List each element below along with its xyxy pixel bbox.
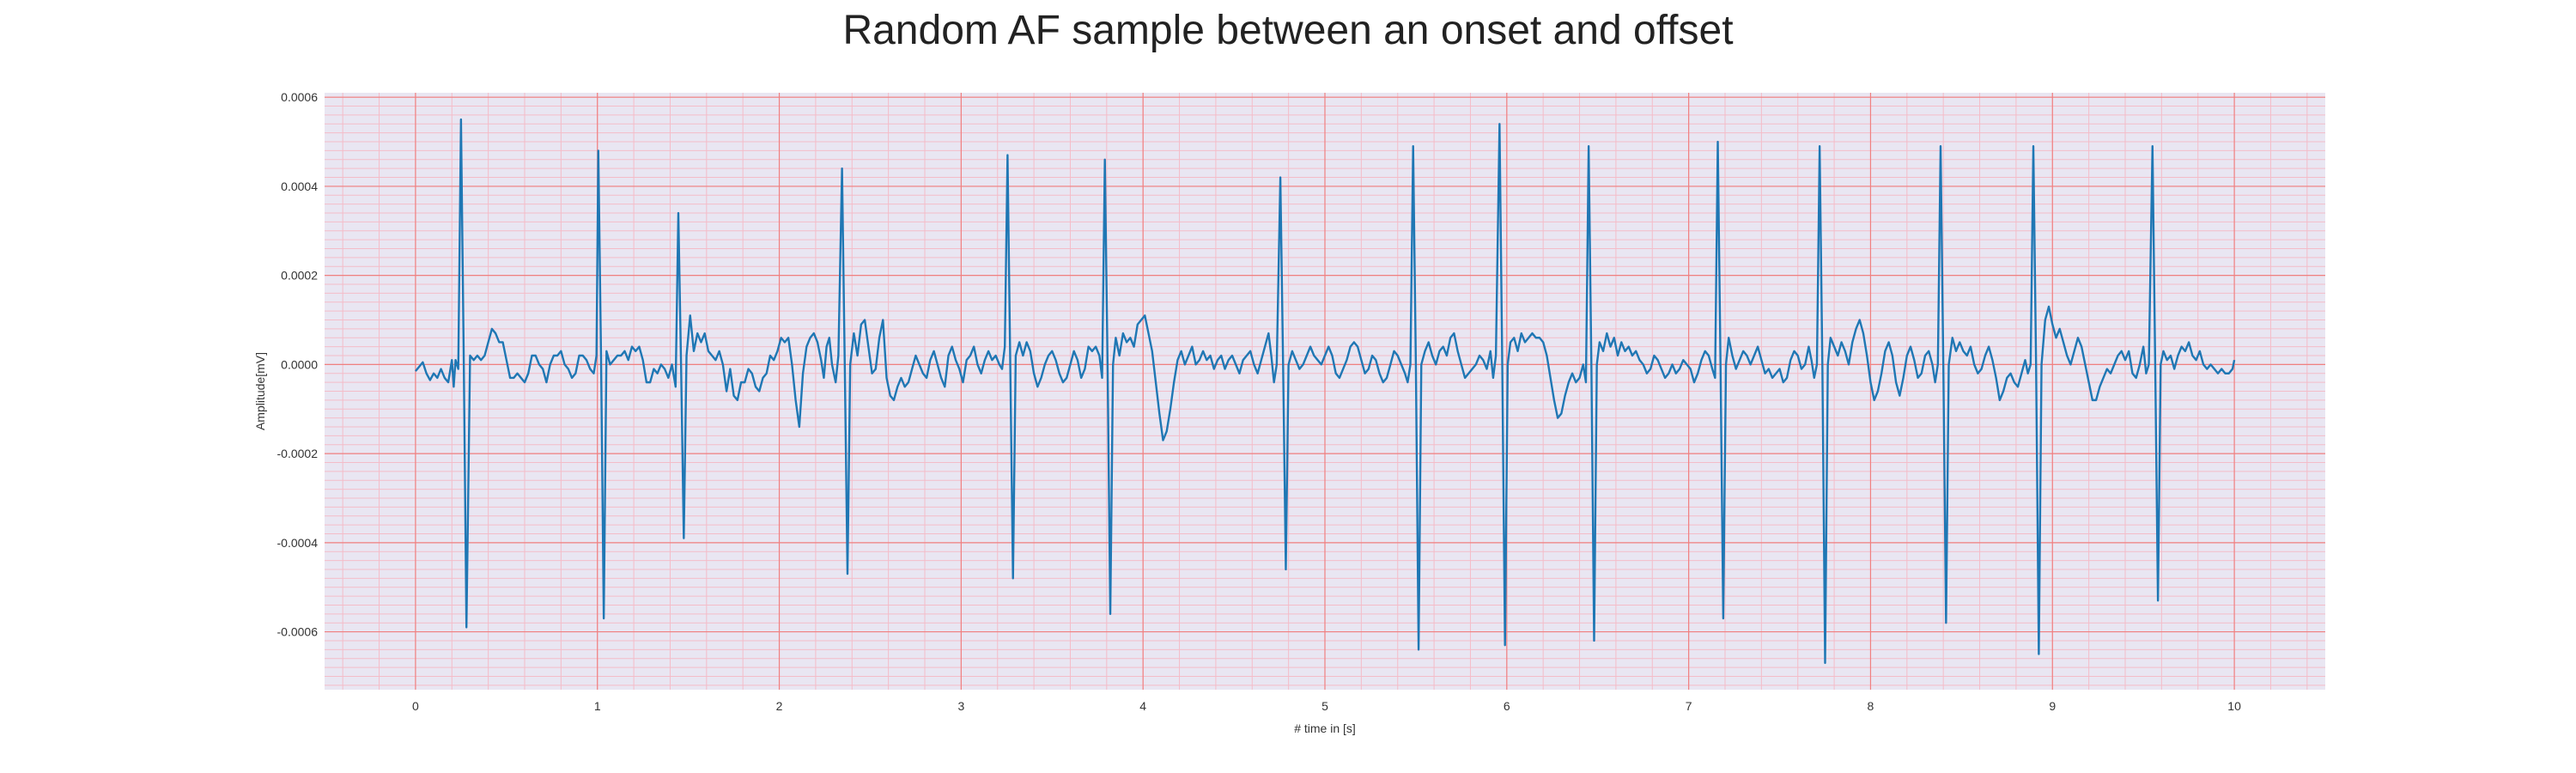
x-tick-label: 4 — [1139, 699, 1146, 713]
y-tick-label: -0.0004 — [277, 536, 319, 550]
y-tick-label: 0.0004 — [281, 180, 318, 193]
x-tick-label: 10 — [2227, 699, 2241, 713]
x-tick-label: 9 — [2049, 699, 2056, 713]
chart-title: Random AF sample between an onset and of… — [842, 8, 1734, 53]
y-tick-label: -0.0006 — [277, 625, 319, 639]
y-tick-label: 0.0006 — [281, 90, 318, 104]
x-tick-label: 0 — [412, 699, 419, 713]
x-tick-label: 2 — [776, 699, 783, 713]
amplitude-series-line — [414, 118, 2236, 665]
y-axis-label: Amplitude[mV] — [253, 352, 267, 430]
x-tick-label: 8 — [1868, 699, 1874, 713]
y-axis-ticks: -0.0006 -0.0004 -0.0002 0.0000 0.0002 0.0004 0… — [277, 90, 319, 638]
x-tick-label: 5 — [1321, 699, 1328, 713]
x-tick-label: 6 — [1504, 699, 1510, 713]
y-tick-label: -0.0002 — [277, 447, 319, 460]
y-tick-label: 0.0000 — [281, 357, 318, 371]
major-grid — [325, 93, 2325, 690]
y-tick-label: 0.0002 — [281, 269, 318, 283]
x-tick-label: 7 — [1686, 699, 1692, 713]
x-tick-label: 1 — [594, 699, 601, 713]
x-tick-label: 3 — [957, 699, 964, 713]
x-axis-ticks: 0 1 2 3 4 5 6 7 8 9 10 — [412, 699, 2241, 713]
x-axis-label: # time in [s] — [1294, 721, 1356, 735]
